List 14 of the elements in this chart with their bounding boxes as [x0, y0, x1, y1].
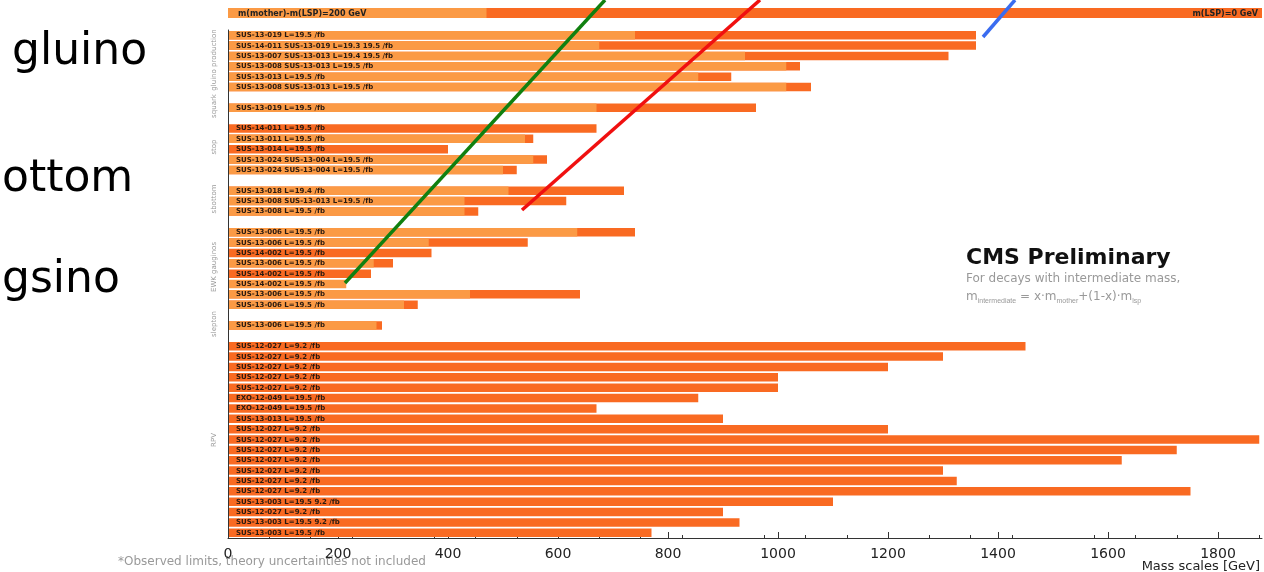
x-tick-label: 1600 — [1090, 545, 1126, 561]
x-tick-label: 1200 — [870, 545, 906, 561]
series-label: m(mother)-m(LSP)=200 GeV — [238, 8, 368, 18]
x-tick-label: 800 — [654, 545, 682, 561]
x-tick-label: 1400 — [980, 545, 1016, 561]
x-tick-label: 1000 — [760, 545, 796, 561]
text: m(LSP)=0 GeV — [1192, 8, 1259, 18]
text: gluino — [12, 22, 148, 74]
annotation: CMS Preliminary — [966, 243, 1171, 269]
text: ottom — [2, 149, 134, 201]
x-tick-label: 600 — [544, 545, 572, 561]
text: gsino — [2, 250, 120, 302]
x-tick-label: 400 — [434, 545, 462, 561]
annotation: For decays with intermediate mass, — [966, 271, 1181, 285]
